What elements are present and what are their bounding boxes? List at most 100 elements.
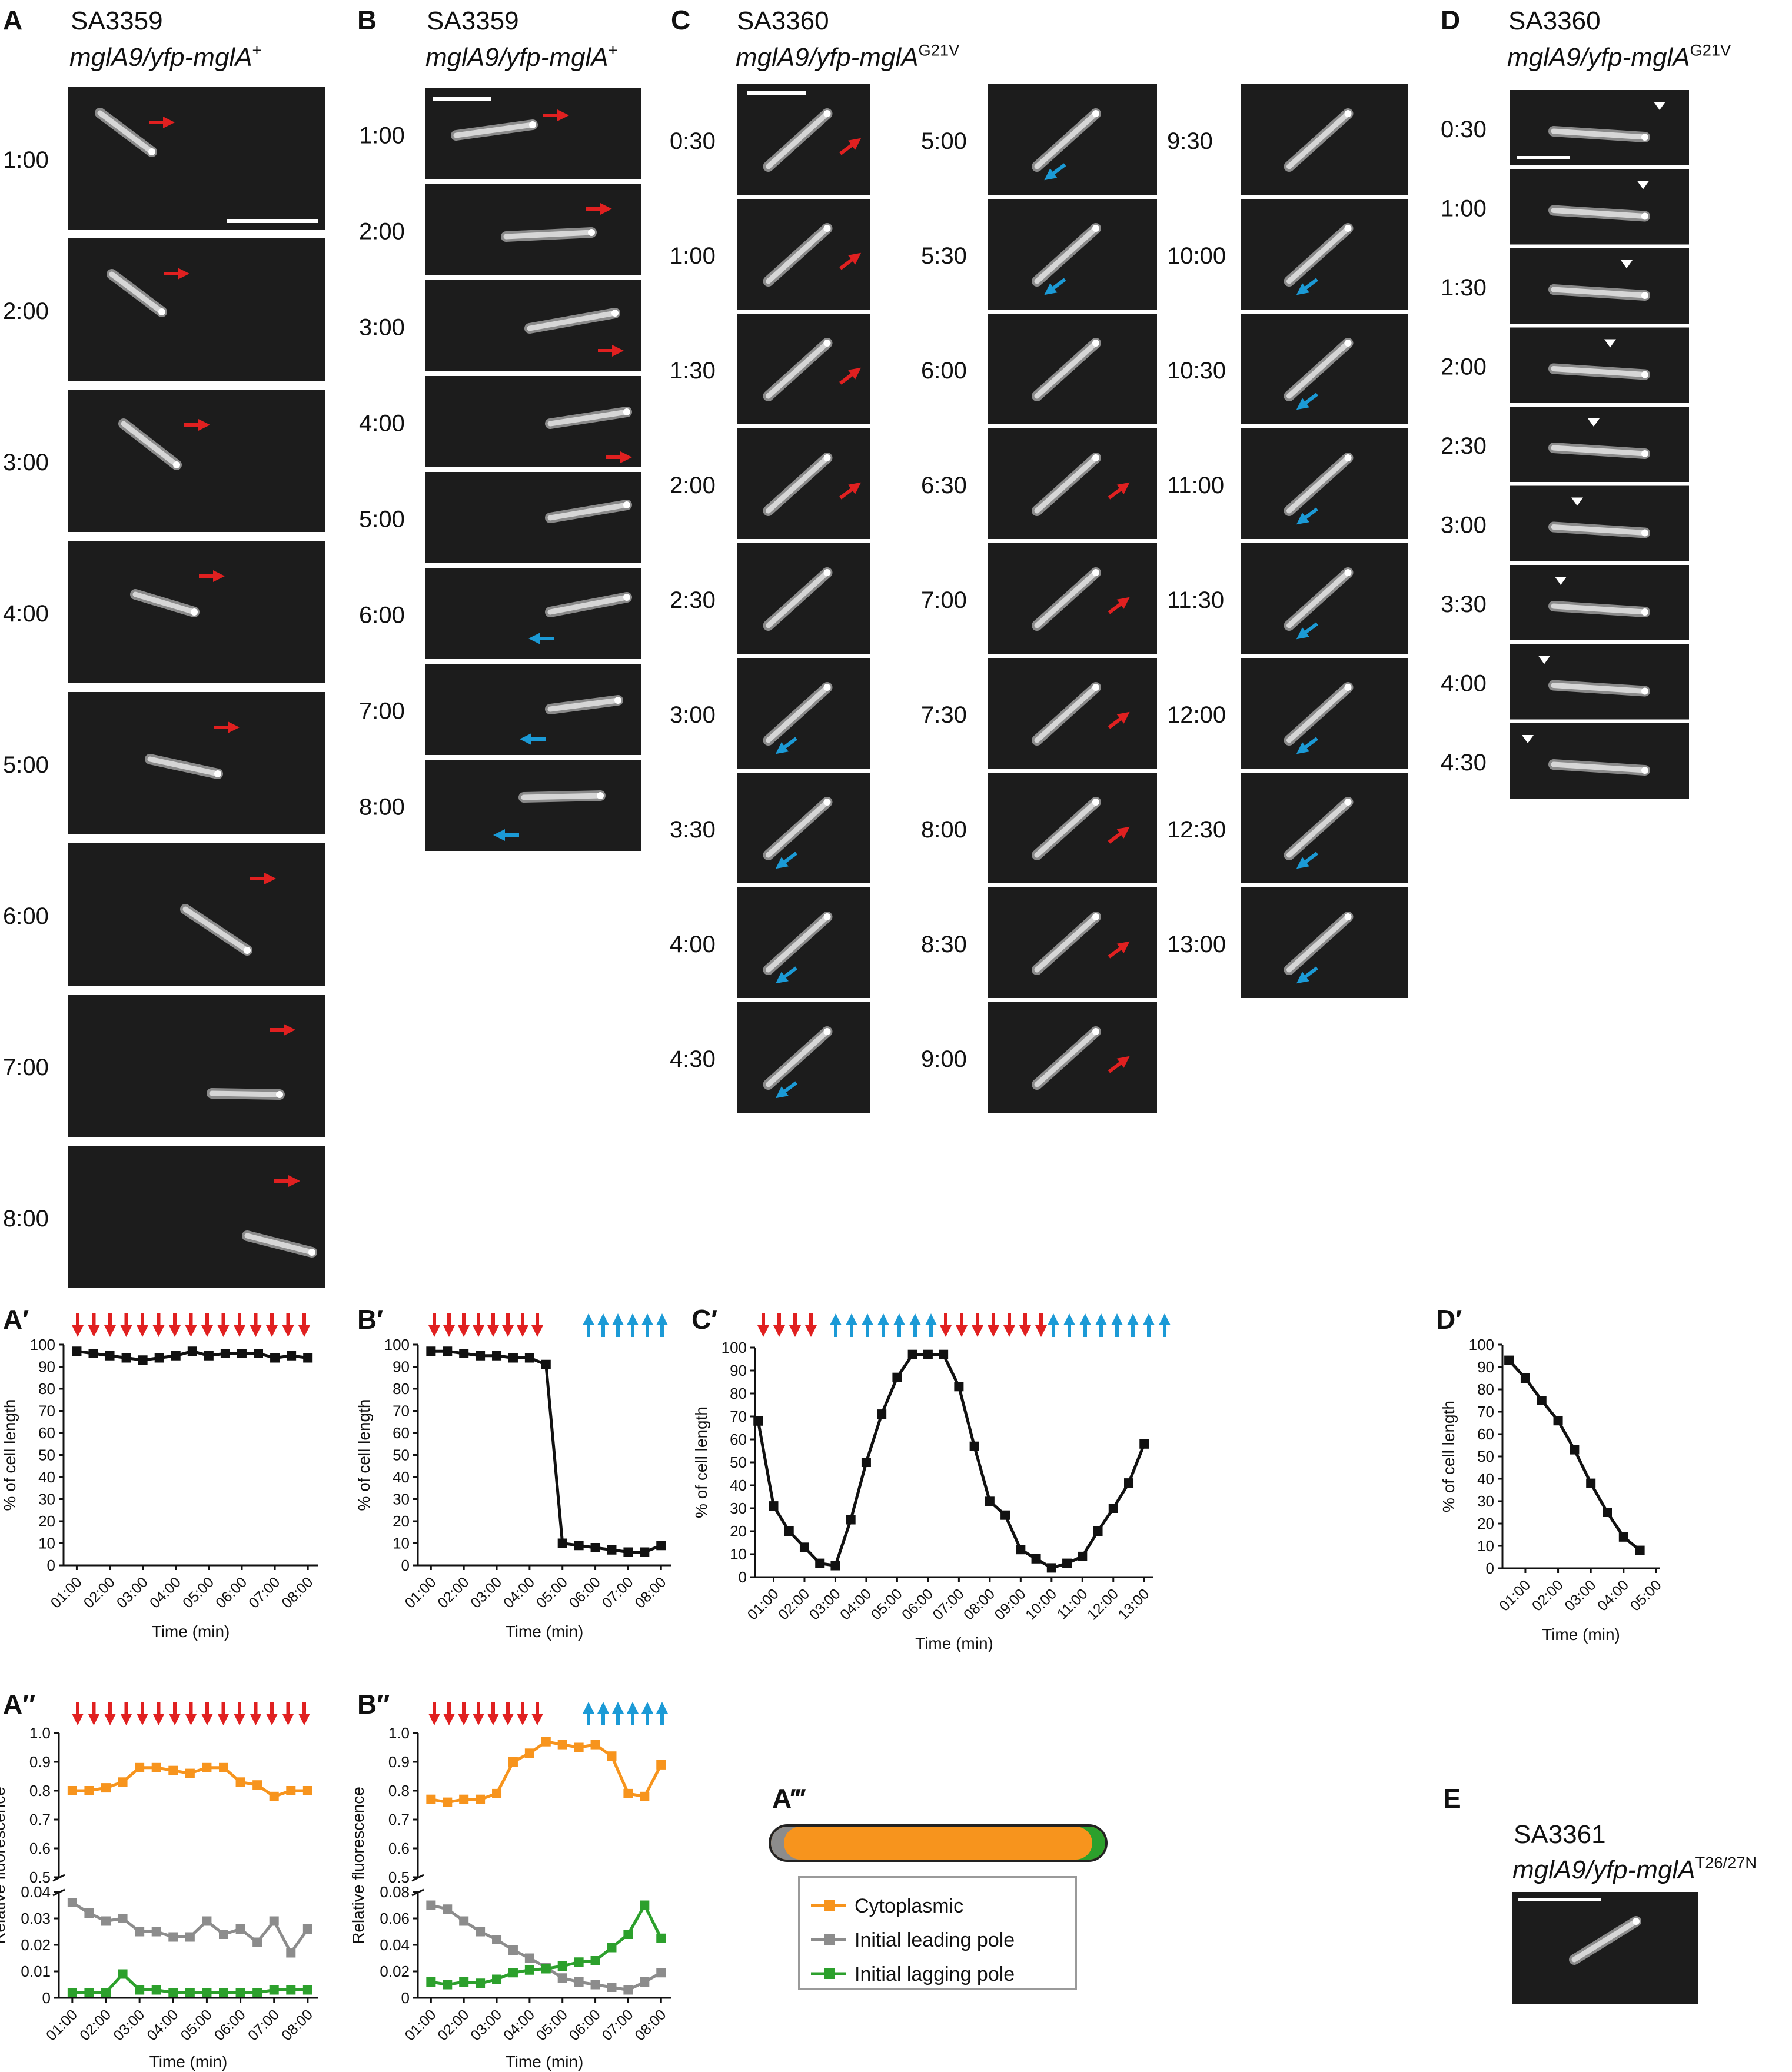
direction-arrow-b bbox=[606, 451, 632, 463]
direction-arrow-c bbox=[839, 482, 862, 500]
direction-arrow-b-prime bbox=[597, 1313, 609, 1337]
arrow-head bbox=[848, 482, 862, 494]
data-point bbox=[541, 1964, 551, 1974]
pole-arrowhead-d bbox=[1522, 735, 1534, 743]
chart-B′: 0 10 20 30 40 50 60 70 80 90 100 01:0002:0003:0004:… bbox=[355, 1336, 671, 1641]
direction-arrow-c-prime bbox=[877, 1313, 889, 1337]
arrow-head bbox=[185, 1325, 197, 1337]
time-label-d: 1:30 bbox=[1441, 275, 1487, 301]
direction-arrow-a bbox=[149, 117, 175, 128]
data-point bbox=[88, 1349, 98, 1358]
y-tick-label: 0.5 bbox=[29, 1868, 51, 1886]
data-point bbox=[185, 1932, 195, 1942]
data-point bbox=[590, 1980, 600, 1990]
time-label-b: 6:00 bbox=[359, 603, 405, 628]
data-point bbox=[1093, 1526, 1103, 1536]
cell-c bbox=[1284, 338, 1354, 401]
x-tick-label: 05:00 bbox=[533, 2006, 571, 2044]
cell-c bbox=[1032, 912, 1101, 975]
arrow-head bbox=[531, 1325, 543, 1337]
panel-letter-d: D bbox=[1441, 5, 1460, 35]
arrow-head bbox=[201, 1325, 213, 1337]
data-point bbox=[1504, 1355, 1514, 1365]
y-tick-label: 20 bbox=[38, 1512, 55, 1530]
arrow-head bbox=[893, 1313, 905, 1325]
y-tick-label: 40 bbox=[730, 1476, 747, 1494]
direction-arrow-b-prime bbox=[531, 1313, 543, 1337]
cell-c bbox=[1032, 1026, 1101, 1090]
data-point bbox=[607, 1943, 617, 1953]
cell-pole-spot bbox=[1344, 684, 1352, 691]
x-tick-label: 08:00 bbox=[631, 1574, 669, 1611]
x-tick-label: 03:00 bbox=[806, 1585, 844, 1623]
cell-core bbox=[1034, 1029, 1099, 1087]
data-point bbox=[574, 1541, 584, 1551]
time-label-b: 2:00 bbox=[359, 219, 405, 245]
data-point bbox=[590, 1740, 600, 1750]
x-tick-label: 08:00 bbox=[278, 2006, 316, 2044]
data-point bbox=[590, 1956, 600, 1965]
data-point bbox=[524, 1965, 534, 1975]
x-tick-label: 08:00 bbox=[631, 2006, 669, 2044]
image-frame-b bbox=[425, 568, 641, 659]
arrow-head bbox=[120, 1714, 132, 1725]
data-point bbox=[252, 1937, 262, 1947]
image-frame-b bbox=[425, 472, 641, 563]
time-label-a: 3:00 bbox=[3, 450, 49, 475]
arrow-head bbox=[282, 1325, 294, 1337]
direction-arrow-b bbox=[543, 109, 569, 121]
direction-arrow-c bbox=[1296, 852, 1318, 869]
y-tick-label: 80 bbox=[730, 1385, 747, 1402]
arrow-head bbox=[443, 1325, 455, 1337]
x-tick-label: 13:00 bbox=[1115, 1585, 1152, 1623]
data-point bbox=[590, 1543, 600, 1552]
direction-arrow-c-prime bbox=[1159, 1313, 1171, 1337]
cell-core bbox=[1551, 761, 1648, 773]
direction-arrow-c-prime bbox=[972, 1313, 983, 1337]
direction-arrow-c-prime bbox=[988, 1313, 999, 1337]
x-tick-label: 04:00 bbox=[837, 1585, 875, 1623]
data-point bbox=[287, 1351, 297, 1361]
y-tick-label: 10 bbox=[38, 1535, 55, 1552]
direction-arrow-a-double-prime bbox=[185, 1702, 197, 1725]
genotype-superscript: + bbox=[609, 41, 618, 59]
x-tick-label: 04:00 bbox=[147, 1574, 184, 1611]
data-point bbox=[607, 1983, 617, 1992]
data-point bbox=[656, 1541, 666, 1551]
arrow-head bbox=[773, 1325, 785, 1337]
arrow-head bbox=[284, 1024, 295, 1036]
direction-arrow-a bbox=[164, 268, 189, 280]
time-label-c: 1:30 bbox=[670, 358, 716, 384]
arrow-head bbox=[178, 268, 189, 280]
data-point bbox=[954, 1382, 964, 1392]
arrow-head bbox=[473, 1714, 484, 1725]
arrow-head bbox=[909, 1313, 921, 1325]
arrow-head bbox=[1296, 398, 1309, 410]
cell-pole-spot bbox=[823, 569, 831, 576]
direction-arrow-b-double-prime bbox=[473, 1702, 484, 1725]
image-frame-d bbox=[1510, 723, 1689, 799]
data-point bbox=[492, 1351, 502, 1361]
x-tick-label: 05:00 bbox=[1627, 1577, 1665, 1614]
time-label-b: 4:00 bbox=[359, 411, 405, 437]
data-point bbox=[508, 1945, 518, 1955]
arrow-head bbox=[528, 633, 540, 644]
y-tick-label: 0.7 bbox=[388, 1811, 410, 1828]
data-point bbox=[1062, 1558, 1072, 1568]
data-point bbox=[524, 1353, 534, 1363]
cell-pole-spot bbox=[1344, 225, 1352, 232]
arrow-head bbox=[972, 1325, 983, 1337]
cell-pole-spot bbox=[1092, 569, 1099, 576]
y-tick-label: 0.04 bbox=[380, 1936, 410, 1954]
data-point bbox=[846, 1515, 856, 1525]
time-label-d: 4:30 bbox=[1441, 750, 1487, 776]
direction-arrow-a-prime bbox=[137, 1313, 148, 1337]
data-point bbox=[1016, 1545, 1026, 1555]
y-tick-label: 20 bbox=[730, 1522, 747, 1540]
time-label-c: 11:30 bbox=[1167, 587, 1224, 613]
direction-arrow-c bbox=[1044, 163, 1066, 181]
data-point bbox=[1570, 1445, 1580, 1455]
x-axis-label: Time (min) bbox=[506, 2053, 584, 2071]
data-point bbox=[476, 1927, 486, 1937]
panel-letter-d-prime: D′ bbox=[1436, 1304, 1462, 1335]
